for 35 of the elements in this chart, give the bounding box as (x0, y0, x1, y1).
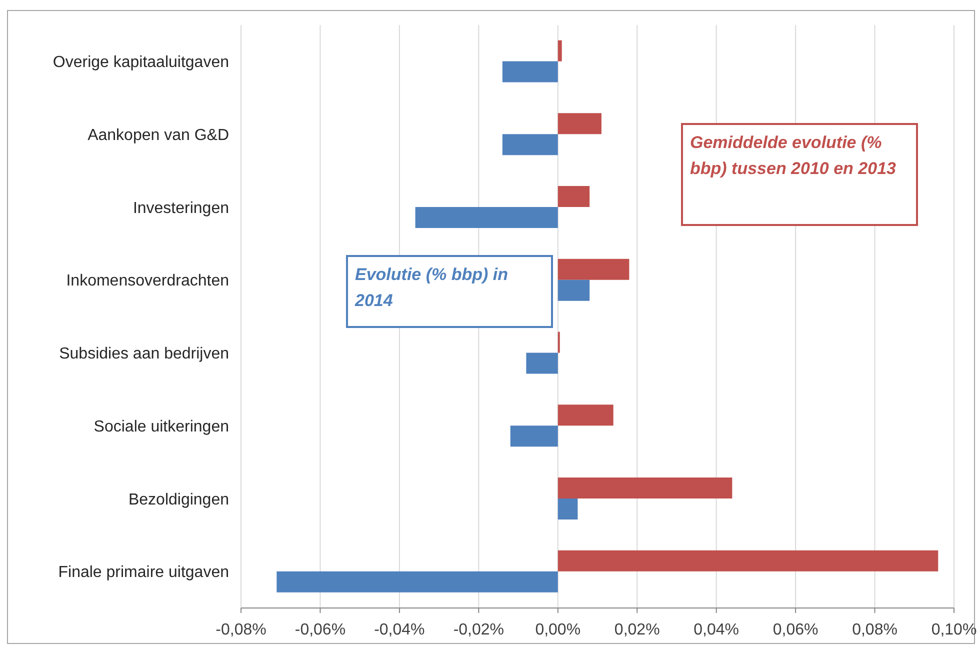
bar (526, 352, 558, 374)
y-tick-label: Sociale uitkeringen (94, 418, 229, 436)
bar (510, 426, 558, 447)
text: Evolutie (% bbp) in 2014 (355, 264, 509, 312)
x-tick-label: 0,08% (852, 621, 898, 638)
bar (558, 186, 590, 208)
y-tick-label: Aankopen van G&D (88, 126, 229, 144)
x-tick-label: -0,04% (374, 621, 425, 638)
bar (558, 280, 590, 301)
bar (558, 113, 602, 134)
x-tick-label: 0,10% (931, 621, 977, 638)
y-tick-label: Subsidies aan bedrijven (59, 346, 229, 363)
bar (415, 207, 558, 228)
bar (558, 40, 562, 62)
bar (502, 134, 558, 156)
bar (276, 571, 558, 592)
y-tick-label: Inkomensoverdrachten (66, 272, 229, 290)
y-tick-label: Finale primaire uitgaven (58, 564, 229, 582)
y-tick-label: Overige kapitaaluitgaven (52, 54, 229, 72)
bar (558, 498, 578, 520)
x-tick-label: 0,02% (614, 621, 660, 638)
bar (558, 478, 732, 499)
y-tick-label: Bezoldigingen (128, 491, 229, 508)
bar (558, 404, 614, 426)
bar (502, 61, 558, 82)
x-tick-label: 0,06% (772, 621, 818, 638)
bar (558, 550, 938, 572)
y-tick-label: Investeringen (132, 200, 229, 217)
x-tick-label: -0,02% (453, 621, 504, 638)
x-tick-label: -0,08% (216, 621, 266, 638)
bar (558, 258, 630, 280)
x-tick-label: 0,04% (694, 621, 740, 638)
text: Gemiddelde evolutie (% bbp) tussen 2010 en 2013 (690, 132, 897, 180)
x-tick-label: -0,06% (294, 621, 346, 638)
x-tick-label: 0,00% (535, 621, 581, 638)
